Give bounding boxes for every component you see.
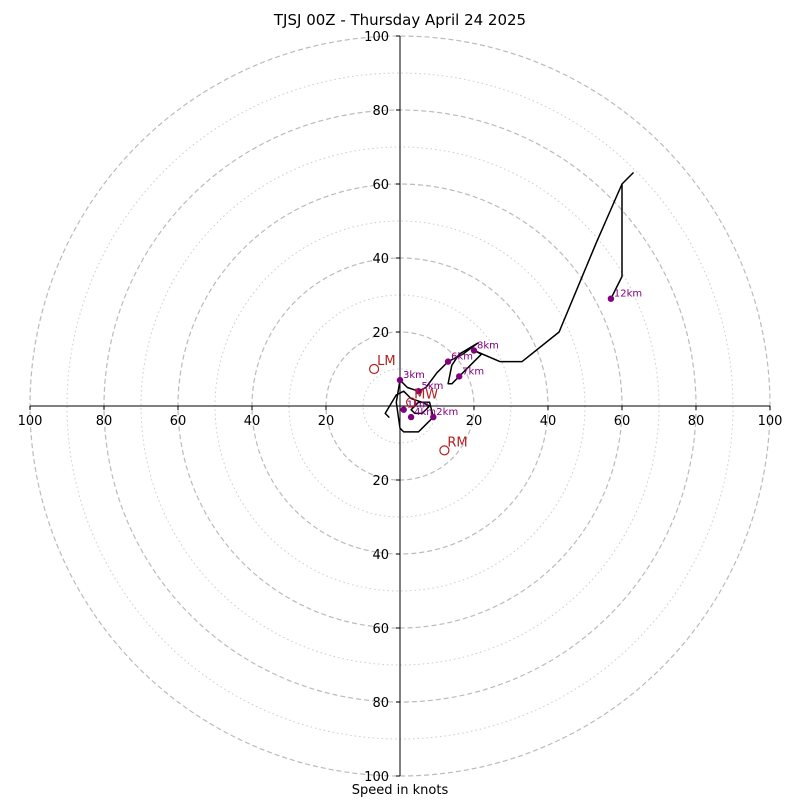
height-marker-12km [607, 295, 615, 302]
height-marker-5km [415, 388, 422, 395]
x-axis-label: Speed in knots [351, 783, 449, 798]
y-tick-label: 60 [372, 178, 389, 193]
height-label-3km: 3km [403, 370, 425, 381]
y-tick-label: 40 [372, 252, 389, 267]
y-tick-label: 60 [372, 622, 389, 637]
x-tick-label: 60 [170, 414, 187, 429]
height-label-8km: 8km [477, 341, 499, 352]
height-label-5km: 5km [422, 381, 444, 392]
x-tick-label: 20 [318, 414, 335, 429]
x-tick-label: 60 [614, 414, 631, 429]
storm-motion-marker-RM [439, 445, 450, 456]
height-label-2km: 2km [436, 407, 458, 418]
axes [30, 36, 770, 776]
y-tick-label: 100 [364, 30, 389, 45]
height-label-1km: 1km [407, 400, 429, 411]
height-marker-1km [400, 406, 407, 413]
chart-title: TJSJ 00Z - Thursday April 24 2025 [273, 11, 527, 29]
y-tick-label: 40 [372, 548, 389, 563]
y-tick-label: 20 [372, 474, 389, 489]
height-label-7km: 7km [462, 366, 484, 377]
height-marker-2km [430, 413, 437, 421]
storm-motion-marker-LM [369, 363, 380, 375]
storm-motion-markers: LM RM MW [369, 354, 468, 456]
x-tick-label: 20 [466, 414, 483, 429]
height-label-4km: 4km [414, 407, 436, 418]
x-tick-label: 40 [540, 414, 557, 429]
height-markers: 1km 2km 3km 4km 5km 6km 7km 8km 12km [396, 289, 642, 421]
y-tick-label: 20 [372, 326, 389, 341]
hodograph-trace [384, 172, 634, 433]
height-marker-7km [456, 373, 463, 380]
x-tick-label: 80 [688, 414, 705, 429]
storm-motion-label-LM: LM [377, 354, 395, 369]
storm-motion-label-RM: RM [447, 435, 467, 450]
height-marker-8km [470, 347, 478, 354]
y-tick-label: 100 [364, 770, 389, 785]
x-tick-label: 100 [18, 414, 43, 429]
x-tick-label: 40 [244, 414, 261, 429]
x-tick-label: 100 [758, 414, 783, 429]
tick-labels: 100 100 80 80 60 60 40 40 20 20 20 20 40 40 60 60 80 80 10… [18, 30, 783, 785]
y-tick-label: 80 [372, 696, 389, 711]
hodograph-trace-group [384, 172, 634, 433]
height-marker-4km [407, 413, 415, 421]
y-tick-label: 80 [372, 104, 389, 119]
height-label-12km: 12km [614, 289, 642, 300]
height-label-6km: 6km [451, 352, 473, 363]
x-tick-label: 80 [96, 414, 113, 429]
height-marker-3km [396, 376, 404, 384]
storm-motion-label-MW: MW [414, 387, 438, 402]
height-marker-6km [444, 358, 452, 365]
storm-motion-marker-MW [406, 397, 417, 408]
